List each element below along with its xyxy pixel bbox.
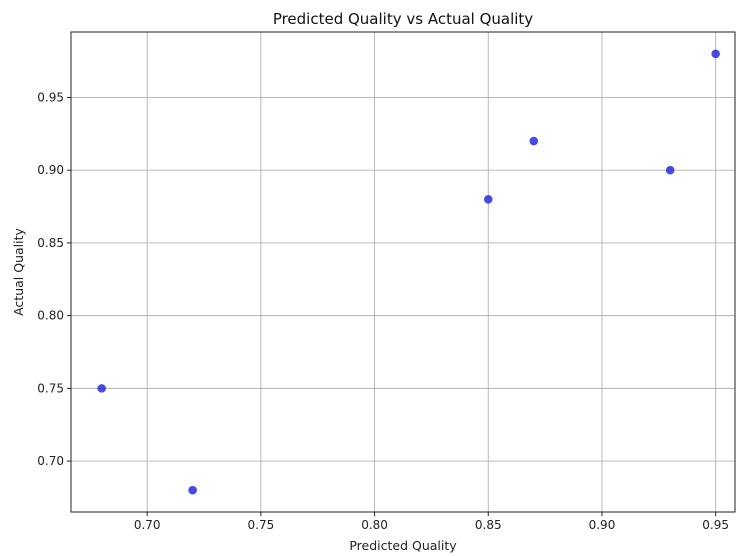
x-tick-label: 0.85: [475, 518, 502, 532]
y-tick-label: 0.95: [37, 90, 64, 104]
scatter-point: [483, 194, 493, 204]
y-tick-label: 0.85: [37, 236, 64, 250]
scatter-point: [529, 136, 539, 146]
grid-lines: [71, 32, 735, 512]
plot-area: [70, 31, 736, 513]
scatter-point: [665, 165, 675, 175]
y-axis: 0.70 0.75 0.80 0.85 0.90 0.95: [37, 90, 71, 468]
x-tick-label: 0.75: [248, 518, 275, 532]
x-tick-label: 0.95: [702, 518, 729, 532]
chart-title: Predicted Quality vs Actual Quality: [273, 10, 533, 28]
x-tick-label: 0.70: [134, 518, 161, 532]
scatter-point: [711, 49, 720, 59]
y-axis-label: Actual Quality: [11, 228, 26, 316]
y-tick-label: 0.75: [37, 381, 64, 395]
x-axis: 0.70 0.75 0.80 0.85 0.90 0.95: [134, 512, 729, 532]
scatter-point: [97, 384, 106, 393]
data-points: [97, 49, 720, 495]
y-tick-label: 0.90: [37, 163, 64, 177]
x-tick-label: 0.80: [361, 518, 388, 532]
y-tick-label: 0.70: [37, 454, 64, 468]
scatter-point: [188, 485, 197, 495]
x-axis-label: Predicted Quality: [349, 538, 457, 553]
x-tick-label: 0.90: [589, 518, 616, 532]
y-tick-label: 0.80: [37, 309, 64, 323]
